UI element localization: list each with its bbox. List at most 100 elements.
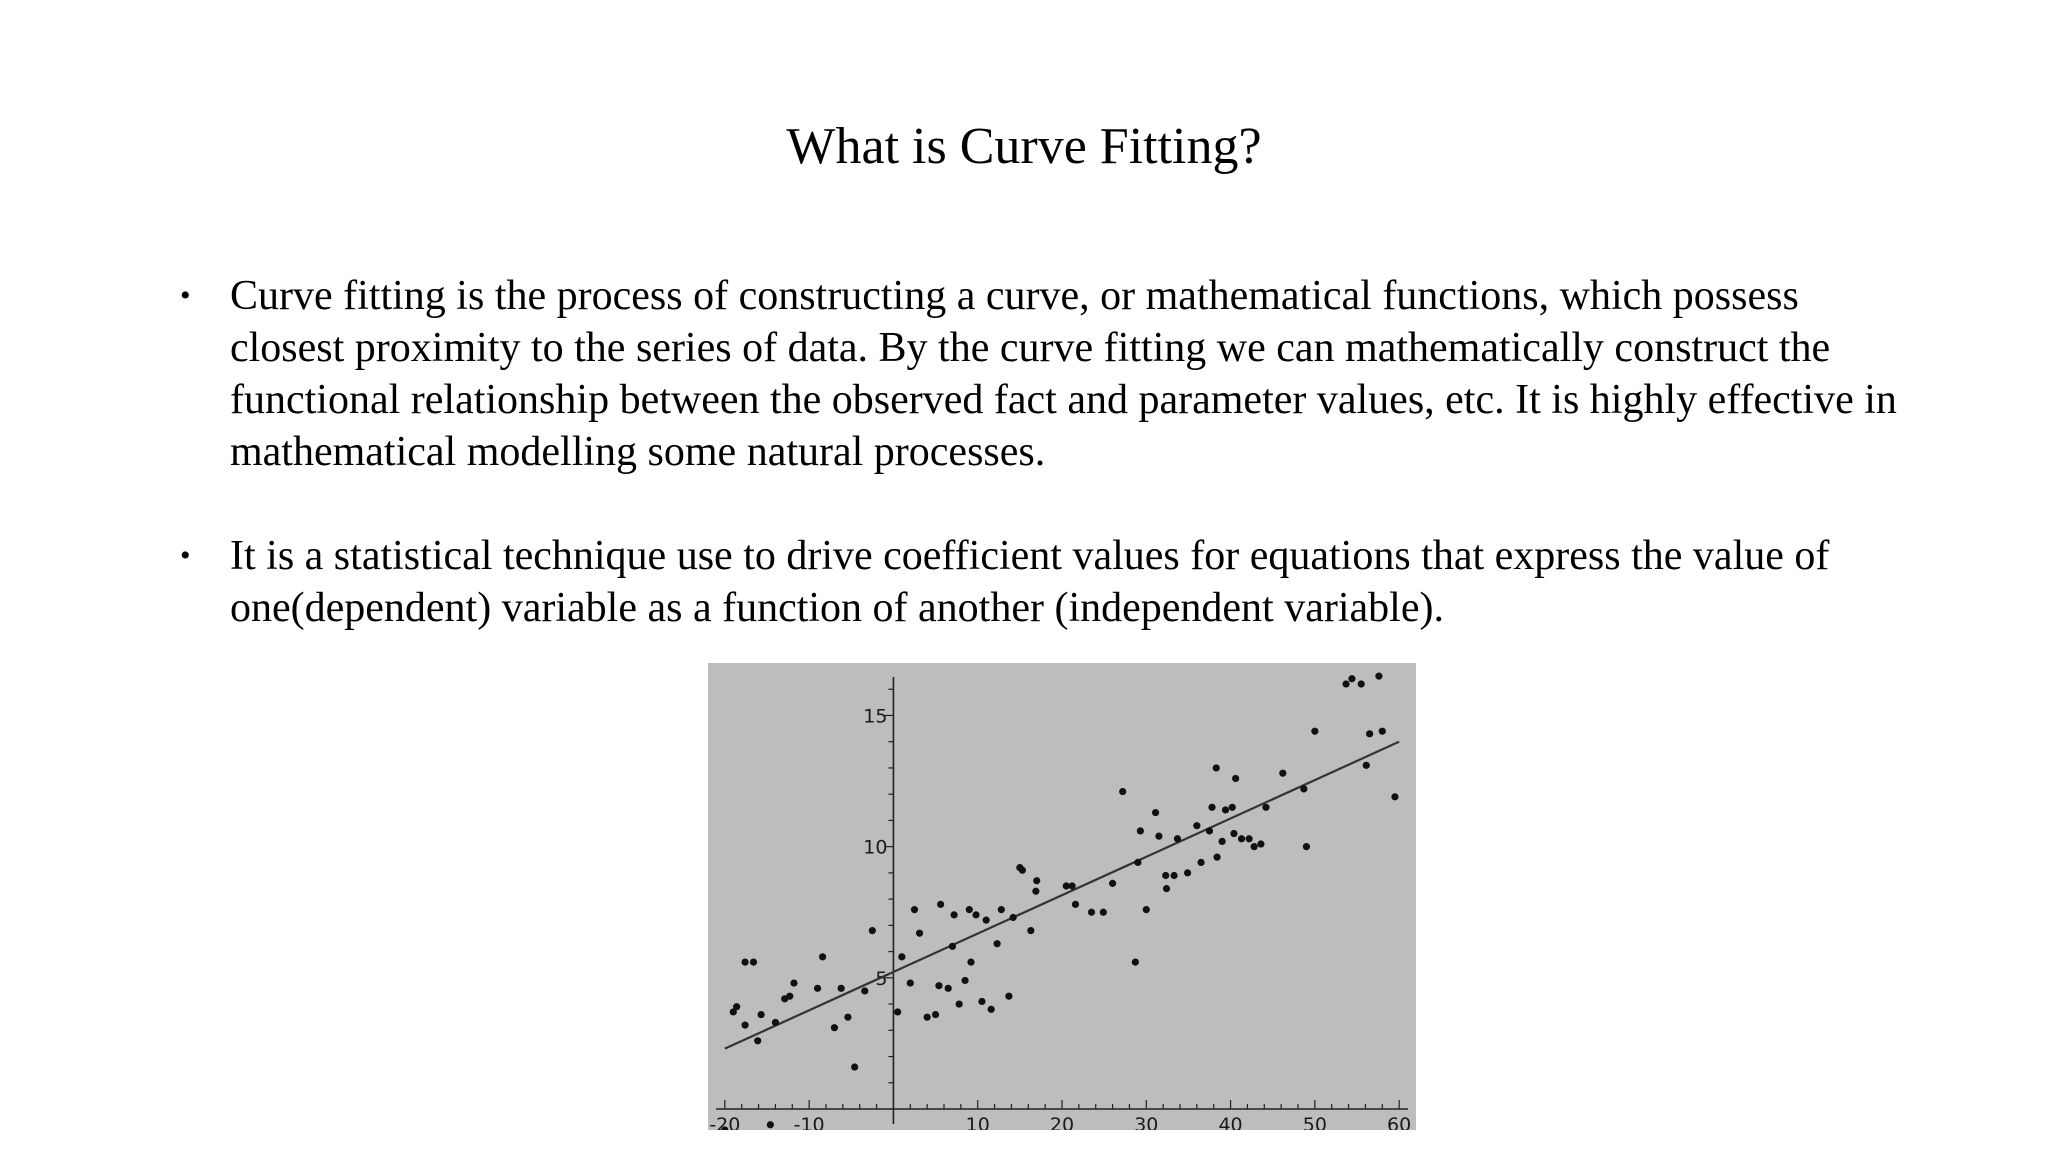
data-point — [1208, 803, 1216, 811]
data-point — [851, 1063, 859, 1071]
bullet-icon: • — [180, 279, 191, 312]
x-tick-label: 10 — [966, 1114, 990, 1130]
bullet-item: • It is a statistical technique use to d… — [180, 530, 1900, 634]
fit-line — [724, 740, 1400, 1050]
data-point — [1197, 858, 1205, 866]
data-point — [1087, 908, 1096, 916]
data-point — [1378, 727, 1386, 735]
data-point — [1155, 832, 1163, 840]
data-point — [1311, 727, 1319, 735]
data-point — [1162, 871, 1170, 880]
data-point — [733, 1003, 741, 1011]
data-point — [997, 906, 1005, 914]
x-tick-label: -20 — [709, 1114, 740, 1130]
data-point — [1142, 906, 1150, 914]
data-point — [961, 976, 969, 985]
x-tick-label: 40 — [1218, 1114, 1242, 1130]
x-tick-label: 30 — [1134, 1114, 1158, 1130]
data-point — [1018, 866, 1026, 874]
data-point — [1071, 900, 1080, 908]
data-point — [1131, 958, 1139, 966]
data-point — [935, 982, 943, 990]
y-tick-label: 10 — [863, 837, 887, 859]
data-point — [813, 984, 822, 992]
data-point — [786, 992, 794, 1000]
data-point — [819, 953, 827, 961]
x-tick-label: -10 — [794, 1114, 825, 1130]
data-point — [868, 927, 876, 935]
data-point — [1366, 730, 1374, 738]
data-point — [757, 1010, 765, 1019]
data-point — [967, 958, 975, 966]
data-point — [1391, 793, 1399, 801]
data-point — [982, 916, 990, 924]
data-point — [1108, 879, 1117, 887]
data-point — [1027, 927, 1035, 935]
data-point — [1250, 843, 1258, 851]
data-point — [965, 906, 973, 914]
data-point — [1279, 769, 1287, 777]
data-point — [944, 984, 952, 992]
data-point — [993, 940, 1001, 948]
data-point — [1302, 843, 1311, 851]
data-point — [1033, 877, 1041, 885]
data-point — [741, 1021, 749, 1029]
data-point — [931, 1010, 940, 1019]
bullet-list: • Curve fitting is the process of constr… — [180, 270, 1900, 634]
scatter-chart: -20 -10 10 20 30 40 50 60 5 10 15 — [708, 663, 1416, 1130]
data-point — [948, 942, 957, 950]
data-point — [1357, 680, 1365, 688]
data-point — [1262, 803, 1270, 811]
data-point — [830, 1024, 839, 1032]
data-point — [1362, 761, 1370, 769]
data-point — [937, 900, 945, 908]
data-point — [1068, 882, 1076, 890]
data-point — [1151, 808, 1160, 817]
data-point — [844, 1013, 852, 1021]
data-point — [1257, 840, 1265, 848]
data-point — [771, 1018, 780, 1027]
data-point — [1342, 680, 1350, 688]
data-point — [898, 953, 906, 961]
data-point — [1136, 827, 1144, 835]
data-point — [749, 958, 758, 966]
data-point — [987, 1005, 995, 1013]
data-point — [1032, 887, 1040, 895]
data-point — [729, 1008, 737, 1016]
data-point — [1212, 764, 1220, 772]
data-point — [1134, 858, 1142, 866]
data-point — [1228, 803, 1236, 811]
y-tick-label: 5 — [875, 968, 887, 990]
data-point — [1375, 672, 1383, 680]
data-point — [790, 979, 798, 987]
data-point — [923, 1013, 931, 1021]
data-point — [1119, 787, 1127, 796]
data-point — [1230, 829, 1238, 838]
data-point — [1162, 885, 1171, 893]
bullet-item: • Curve fitting is the process of constr… — [180, 270, 1900, 478]
data-point — [906, 979, 914, 987]
bullet-icon: • — [180, 539, 191, 572]
data-point — [1173, 835, 1182, 843]
data-point — [1205, 827, 1214, 835]
bullet-text: It is a statistical technique use to dri… — [230, 533, 1830, 631]
x-tick-label: 20 — [1050, 1114, 1074, 1130]
data-point — [1245, 835, 1253, 843]
data-point — [1218, 837, 1226, 846]
data-point — [1213, 853, 1221, 861]
data-point — [915, 929, 924, 937]
data-point — [972, 911, 980, 919]
data-point — [1062, 882, 1070, 890]
data-point — [978, 997, 986, 1006]
data-point — [1099, 908, 1107, 916]
x-tick-label: 50 — [1303, 1114, 1327, 1130]
data-point — [1005, 992, 1013, 1000]
scatter-plot-svg: -20 -10 10 20 30 40 50 60 5 10 15 — [709, 672, 1411, 1130]
data-point — [1300, 785, 1308, 793]
data-point — [1232, 774, 1240, 783]
data-point — [766, 1121, 774, 1129]
data-point — [1183, 869, 1192, 877]
data-point — [861, 987, 869, 995]
y-tick-label: 15 — [863, 705, 887, 727]
data-point — [837, 984, 845, 992]
